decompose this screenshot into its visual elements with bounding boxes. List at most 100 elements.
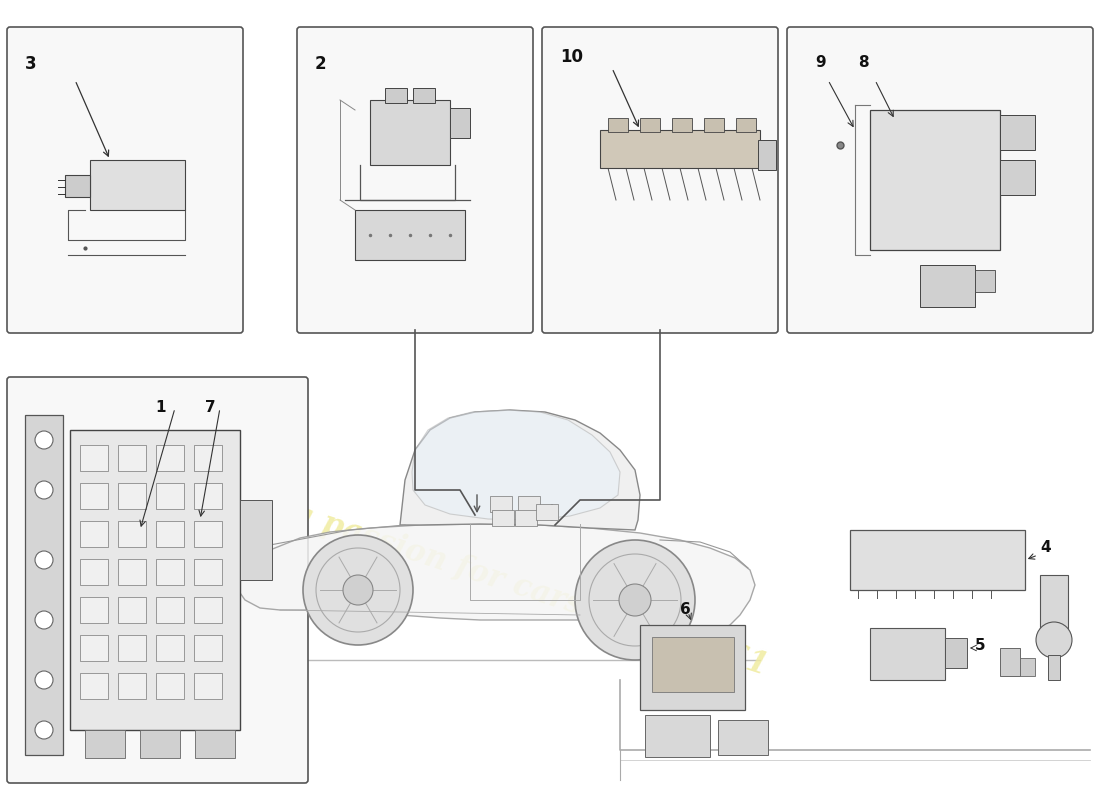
Bar (85, 730, 125, 758)
Bar (450, 108, 470, 138)
Bar (1048, 655, 1060, 680)
Bar (194, 483, 222, 509)
Circle shape (35, 551, 53, 569)
Bar (156, 483, 184, 509)
Bar (492, 510, 514, 526)
Bar (80, 445, 108, 471)
Bar (672, 118, 692, 132)
Bar (718, 720, 768, 755)
Bar (945, 638, 967, 668)
Bar (195, 730, 235, 758)
Text: 10: 10 (560, 48, 583, 66)
Bar (412, 88, 434, 103)
Circle shape (35, 481, 53, 499)
Bar (385, 88, 407, 103)
Bar (80, 483, 108, 509)
Bar (156, 521, 184, 547)
FancyBboxPatch shape (297, 27, 534, 333)
Bar (90, 160, 185, 210)
Bar (194, 597, 222, 623)
Text: 9: 9 (815, 55, 826, 70)
Bar (65, 175, 90, 197)
Text: 4: 4 (1040, 541, 1050, 555)
Bar (518, 496, 540, 512)
Bar (70, 430, 240, 730)
Circle shape (35, 721, 53, 739)
Text: 1: 1 (155, 400, 165, 415)
Bar (652, 637, 734, 692)
Bar (736, 118, 756, 132)
Bar (118, 597, 146, 623)
Bar (80, 559, 108, 585)
Bar (194, 635, 222, 661)
Text: 2: 2 (315, 55, 327, 73)
Bar (80, 521, 108, 547)
Bar (118, 559, 146, 585)
Text: 5: 5 (975, 638, 986, 653)
Bar (118, 521, 146, 547)
Bar (1000, 648, 1020, 676)
Text: 6: 6 (680, 602, 691, 618)
Polygon shape (412, 410, 620, 520)
Circle shape (35, 611, 53, 629)
Bar (704, 118, 724, 132)
Circle shape (35, 671, 53, 689)
Text: a passion for cars since 1961: a passion for cars since 1961 (288, 498, 771, 682)
Bar (645, 715, 710, 757)
Bar (194, 521, 222, 547)
Polygon shape (400, 410, 640, 530)
Bar (156, 597, 184, 623)
Text: 3: 3 (25, 55, 36, 73)
Bar (920, 265, 975, 307)
Circle shape (575, 540, 695, 660)
Bar (80, 597, 108, 623)
Bar (1020, 658, 1035, 676)
Bar (870, 110, 1000, 250)
Circle shape (343, 575, 373, 605)
Circle shape (35, 431, 53, 449)
Bar (640, 625, 745, 710)
Circle shape (619, 584, 651, 616)
Bar (608, 118, 628, 132)
Bar (758, 140, 776, 170)
Bar (355, 210, 465, 260)
Bar (240, 500, 272, 580)
Bar (156, 635, 184, 661)
Text: 8: 8 (858, 55, 869, 70)
Bar (515, 510, 537, 526)
Bar (80, 635, 108, 661)
Bar (156, 673, 184, 699)
Bar (118, 673, 146, 699)
Bar (118, 635, 146, 661)
Bar (194, 445, 222, 471)
Bar (850, 530, 1025, 590)
Bar (870, 628, 945, 680)
Bar (118, 483, 146, 509)
Text: 7: 7 (205, 400, 216, 415)
Bar (975, 270, 996, 292)
Bar (25, 415, 63, 755)
FancyBboxPatch shape (786, 27, 1093, 333)
Bar (370, 100, 450, 165)
Bar (1040, 575, 1068, 630)
Bar (640, 118, 660, 132)
Text: ELITE
PARTS: ELITE PARTS (871, 84, 1048, 176)
FancyBboxPatch shape (7, 27, 243, 333)
Bar (140, 730, 180, 758)
Bar (490, 496, 512, 512)
Circle shape (1036, 622, 1072, 658)
Bar (194, 673, 222, 699)
Polygon shape (235, 524, 755, 645)
Bar (156, 559, 184, 585)
Bar (156, 445, 184, 471)
Circle shape (302, 535, 412, 645)
FancyBboxPatch shape (7, 377, 308, 783)
FancyBboxPatch shape (542, 27, 778, 333)
Bar (1000, 115, 1035, 150)
Bar (1000, 160, 1035, 195)
Bar (118, 445, 146, 471)
Bar (80, 673, 108, 699)
Bar (194, 559, 222, 585)
Bar (536, 504, 558, 520)
Bar (600, 130, 760, 168)
